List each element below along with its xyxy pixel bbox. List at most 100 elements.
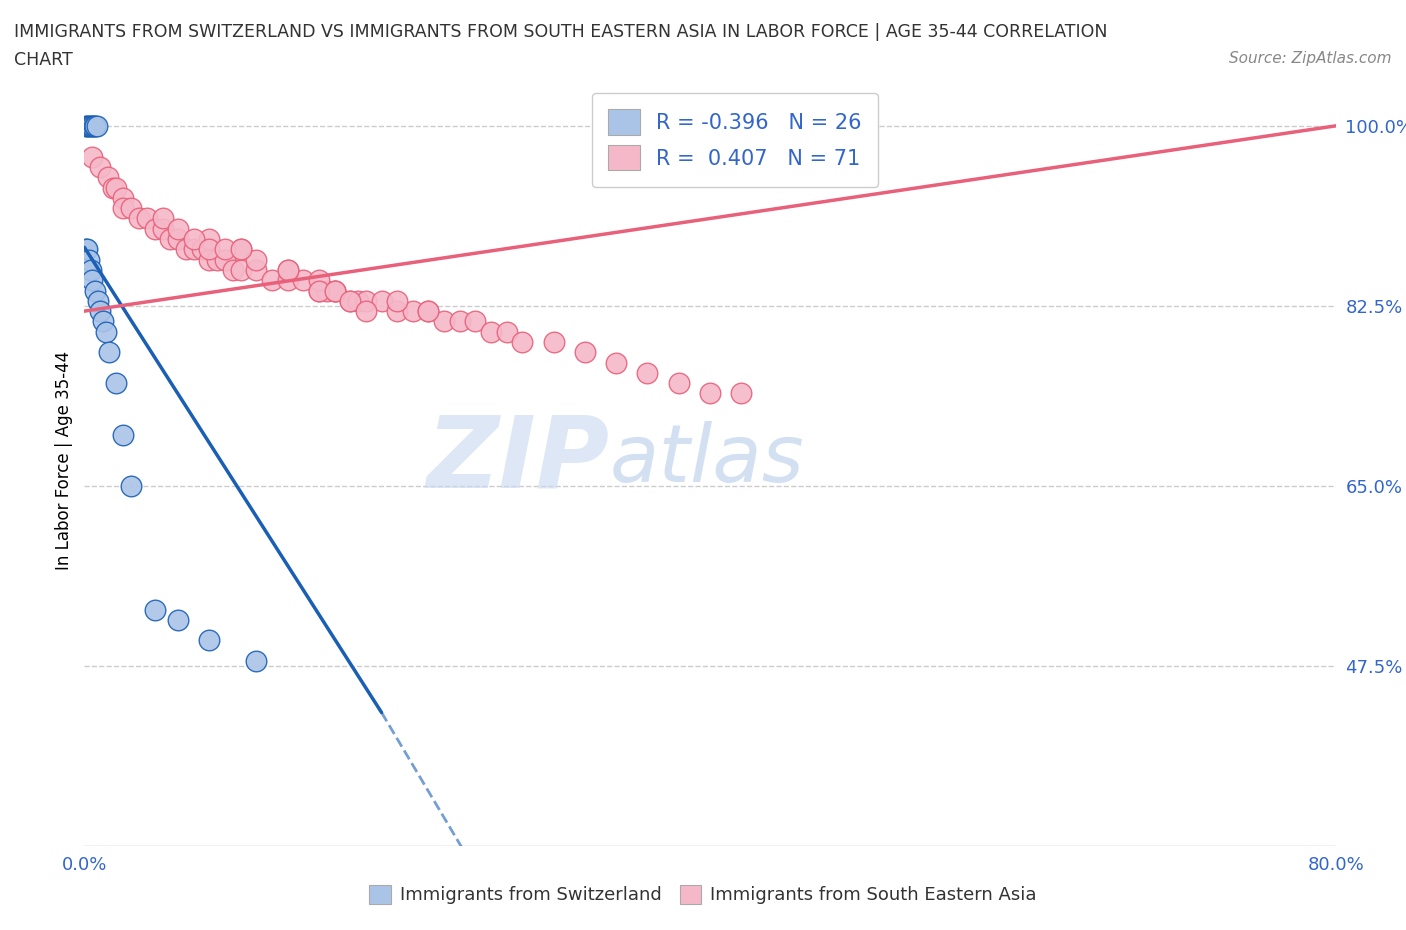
Point xyxy=(120,201,142,216)
Point xyxy=(183,242,205,257)
Point xyxy=(262,272,284,287)
Point xyxy=(112,201,135,216)
Point xyxy=(214,252,236,267)
Point xyxy=(82,150,104,165)
Point xyxy=(339,293,361,308)
Point xyxy=(479,325,502,339)
Point xyxy=(207,252,229,267)
Point xyxy=(91,314,114,329)
Point xyxy=(433,314,456,329)
Point xyxy=(84,118,107,133)
Point xyxy=(277,262,299,277)
Point xyxy=(190,242,212,257)
Point xyxy=(402,304,425,319)
Point xyxy=(159,232,181,246)
Point xyxy=(229,242,252,257)
Point xyxy=(83,118,105,133)
Point xyxy=(354,304,377,319)
Point xyxy=(136,211,159,226)
Text: CHART: CHART xyxy=(14,51,73,69)
Point xyxy=(543,335,565,350)
Point xyxy=(77,252,100,267)
Point xyxy=(86,118,108,133)
Point xyxy=(385,293,409,308)
Point xyxy=(198,252,221,267)
Point xyxy=(308,283,330,298)
Point xyxy=(104,376,127,391)
Text: IMMIGRANTS FROM SWITZERLAND VS IMMIGRANTS FROM SOUTH EASTERN ASIA IN LABOR FORCE: IMMIGRANTS FROM SWITZERLAND VS IMMIGRANT… xyxy=(14,23,1108,41)
Point xyxy=(198,232,221,246)
Point xyxy=(104,180,127,195)
Point xyxy=(87,293,110,308)
Point xyxy=(82,272,104,287)
Point xyxy=(699,386,721,401)
Point xyxy=(418,304,440,319)
Point xyxy=(245,654,267,669)
Point xyxy=(96,325,118,339)
Point xyxy=(245,252,267,267)
Point xyxy=(112,191,135,206)
Point xyxy=(77,118,100,133)
Point xyxy=(354,293,377,308)
Point xyxy=(167,613,190,628)
Point xyxy=(277,262,299,277)
Point xyxy=(183,232,205,246)
Point xyxy=(79,118,101,133)
Point xyxy=(418,304,440,319)
Legend: Immigrants from Switzerland, Immigrants from South Eastern Asia: Immigrants from Switzerland, Immigrants … xyxy=(361,878,1045,911)
Point xyxy=(76,242,98,257)
Point xyxy=(315,283,337,298)
Point xyxy=(464,314,486,329)
Point xyxy=(143,221,166,236)
Point xyxy=(637,365,659,380)
Point xyxy=(79,262,101,277)
Point xyxy=(152,221,174,236)
Point xyxy=(89,160,111,175)
Point xyxy=(167,221,190,236)
Point xyxy=(339,293,361,308)
Point xyxy=(84,283,107,298)
Point xyxy=(98,345,121,360)
Point xyxy=(214,242,236,257)
Point xyxy=(89,304,111,319)
Point xyxy=(605,355,627,370)
Point xyxy=(82,118,104,133)
Point xyxy=(143,602,166,617)
Point xyxy=(174,242,197,257)
Point xyxy=(245,262,267,277)
Point xyxy=(574,345,596,360)
Point xyxy=(152,211,174,226)
Point xyxy=(128,211,150,226)
Point xyxy=(97,170,120,185)
Point xyxy=(323,283,346,298)
Point xyxy=(308,283,330,298)
Point xyxy=(370,293,392,308)
Point xyxy=(120,479,142,494)
Text: ZIP: ZIP xyxy=(427,412,610,509)
Point xyxy=(308,272,330,287)
Point xyxy=(198,633,221,648)
Point xyxy=(347,293,370,308)
Point xyxy=(75,242,97,257)
Point xyxy=(76,118,98,133)
Point xyxy=(668,376,690,391)
Point xyxy=(167,232,190,246)
Point xyxy=(229,262,252,277)
Point xyxy=(855,118,877,133)
Y-axis label: In Labor Force | Age 35-44: In Labor Force | Age 35-44 xyxy=(55,351,73,570)
Point xyxy=(730,386,752,401)
Point xyxy=(512,335,534,350)
Legend: R = -0.396   N = 26, R =  0.407   N = 71: R = -0.396 N = 26, R = 0.407 N = 71 xyxy=(592,93,879,187)
Point xyxy=(385,304,409,319)
Point xyxy=(495,325,517,339)
Point xyxy=(222,262,245,277)
Text: Source: ZipAtlas.com: Source: ZipAtlas.com xyxy=(1229,51,1392,66)
Point xyxy=(292,272,315,287)
Point xyxy=(112,427,135,442)
Point xyxy=(75,118,97,133)
Point xyxy=(198,242,221,257)
Point xyxy=(229,242,252,257)
Point xyxy=(323,283,346,298)
Point xyxy=(277,272,299,287)
Point xyxy=(323,283,346,298)
